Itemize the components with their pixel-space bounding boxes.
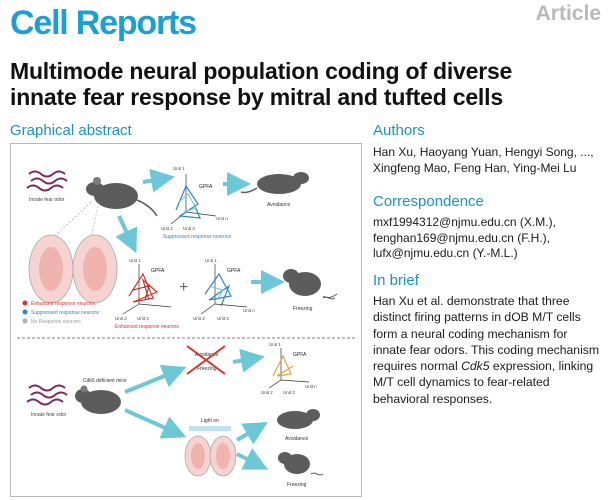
gene-name-italic: Cdk5 <box>461 359 490 374</box>
svg-text:GPFA: GPFA <box>151 268 165 274</box>
light-stimulus-bar <box>189 426 231 431</box>
article-type-label: Article <box>535 2 601 25</box>
svg-text:Unit 3: Unit 3 <box>217 316 229 321</box>
svg-text:Unit 3: Unit 3 <box>283 390 295 395</box>
svg-text:Unit n: Unit n <box>216 216 228 221</box>
svg-text:Unit 2: Unit 2 <box>193 316 205 321</box>
authors-heading: Authors <box>373 122 425 139</box>
authors-list: Han Xu, Haoyang Yuan, Hengyi Song, ..., … <box>373 145 605 176</box>
in-brief-line-3: form a neural coding mechanism for <box>373 326 568 341</box>
in-brief-line-5a: requires normal <box>373 359 462 374</box>
svg-text:GPFA: GPFA <box>199 184 213 190</box>
cdk5-mouse-icon <box>75 385 121 414</box>
in-brief-line-4: innate fear odors. This coding mechanism <box>373 342 600 357</box>
odor-label-top: Innate fear odor <box>29 197 65 203</box>
correspondence-list: mxf1994312@njmu.edu.cn (X.M.), fenghan16… <box>373 215 605 262</box>
graphical-abstract-heading: Graphical abstract <box>10 122 132 139</box>
suppressed-caption: Suppressed response neurons <box>163 234 232 240</box>
svg-text:Unit 3: Unit 3 <box>183 226 195 231</box>
in-brief-line-5: requires normal Cdk5 expression, linking <box>373 358 605 374</box>
neuron-legend: Enhanced response neurons Suppressed res… <box>22 300 100 325</box>
avoidance-mouse-icon-bottom <box>277 409 320 429</box>
authors-line-2: Xingfeng Mao, Feng Han, Ying-Mei Lu <box>373 160 577 175</box>
light-on-label: Light on <box>201 418 219 424</box>
legend-suppressed: Suppressed response neurons <box>31 310 100 316</box>
svg-text:Avoidance: Avoidance <box>195 352 218 358</box>
legend-enhanced: Enhanced response neurons <box>31 301 95 307</box>
svg-text:GPFA: GPFA <box>227 268 241 274</box>
suppressed-gpfa-plot-2: Unit 1 GPFA Unit 2 Unit 3 Unit n <box>193 258 255 321</box>
svg-text:Unit n: Unit n <box>243 308 255 313</box>
svg-text:Unit 2: Unit 2 <box>161 226 173 231</box>
in-brief-heading: In brief <box>373 272 419 289</box>
title-line-2: innate fear response by mitral and tufte… <box>10 84 503 110</box>
svg-text:Unit n: Unit n <box>305 384 317 389</box>
in-brief-line-5b: expression, linking <box>489 359 594 374</box>
in-brief-line-2: distinct firing patterns in dOB M/T cell… <box>373 310 581 325</box>
olfactory-bulb-icon <box>28 234 118 304</box>
in-brief-text: Han Xu et al. demonstrate that three dis… <box>373 293 605 407</box>
correspondence-section: Correspondence mxf1994312@njmu.edu.cn (X… <box>373 193 605 262</box>
correspondence-email-3[interactable]: lufx@njmu.edu.cn (Y.-M.L.) <box>373 246 518 260</box>
enhanced-gpfa-plot: Unit 1 GPFA Unit 2 Unit 3 Enhanced respo… <box>115 258 179 330</box>
freezing-mouse-icon-bottom <box>278 452 324 476</box>
in-brief-line-7: behavioral responses. <box>373 391 493 406</box>
odor-label-bottom: Innate fear odor <box>31 412 67 418</box>
svg-text:GPFA: GPFA <box>293 352 307 358</box>
authors-section: Authors Han Xu, Haoyang Yuan, Hengyi Son… <box>373 122 605 176</box>
article-title: Multimode neural population coding of di… <box>10 58 605 110</box>
svg-text:Unit 1: Unit 1 <box>173 166 185 171</box>
correspondence-email-1[interactable]: mxf1994312@njmu.edu.cn (X.M.), <box>373 215 556 229</box>
odor-squiggle-icon-bottom <box>26 384 68 406</box>
avoidance-mouse-icon <box>240 172 309 194</box>
impaired-behavior-box: Avoidance Freezing <box>186 345 226 375</box>
svg-text:Freezing: Freezing <box>197 366 217 372</box>
odor-squiggle-icon <box>26 170 68 192</box>
svg-text:Unit 1: Unit 1 <box>129 258 141 263</box>
correspondence-heading: Correspondence <box>373 193 484 210</box>
avoidance-label-top: Avoidance <box>267 202 290 208</box>
title-line-1: Multimode neural population coding of di… <box>10 58 513 84</box>
legend-no-response: No Response neurons <box>31 319 81 325</box>
mouse-icon <box>86 177 158 217</box>
freezing-label-top: Freezing <box>293 306 313 312</box>
in-brief-line-1: Han Xu et al. demonstrate that three <box>373 294 570 308</box>
cdk5-mice-label: Cdk5 deficient mice <box>83 378 127 384</box>
journal-name: Cell Reports <box>10 4 197 42</box>
plus-sign: + <box>179 279 188 296</box>
graphical-abstract-figure: Innate fear odor Enhanced response neuro… <box>10 143 362 497</box>
svg-text:Unit 2: Unit 2 <box>115 316 127 321</box>
avoidance-label-bottom: Avoidance <box>285 436 308 442</box>
olfactory-bulb-icon-bottom <box>184 435 237 477</box>
svg-text:Unit 1: Unit 1 <box>205 258 217 263</box>
graphical-abstract-svg: Innate fear odor Enhanced response neuro… <box>17 166 355 488</box>
svg-text:Unit 1: Unit 1 <box>269 342 281 347</box>
in-brief-section: In brief Han Xu et al. demonstrate that … <box>373 272 605 407</box>
in-brief-line-6: M/T cell dynamics to fear-related <box>373 375 550 390</box>
freezing-label-bottom: Freezing <box>287 482 307 488</box>
freezing-mouse-icon <box>283 269 338 300</box>
suppressed-gpfa-plot: Unit 1 GPFA Unit 2 Unit 3 Unit n Suppres… <box>161 166 232 240</box>
orange-gpfa-plot: Unit 1 GPFA Unit 2 Unit 3 Unit n <box>261 342 317 395</box>
correspondence-email-2[interactable]: fenghan169@njmu.edu.cn (F.H.), <box>373 230 550 245</box>
enhanced-caption: Enhanced response neurons <box>115 324 179 330</box>
authors-line-1: Han Xu, Haoyang Yuan, Hengyi Song, ..., <box>373 145 594 159</box>
svg-text:Unit 3: Unit 3 <box>137 316 149 321</box>
svg-text:Unit 2: Unit 2 <box>261 390 273 395</box>
